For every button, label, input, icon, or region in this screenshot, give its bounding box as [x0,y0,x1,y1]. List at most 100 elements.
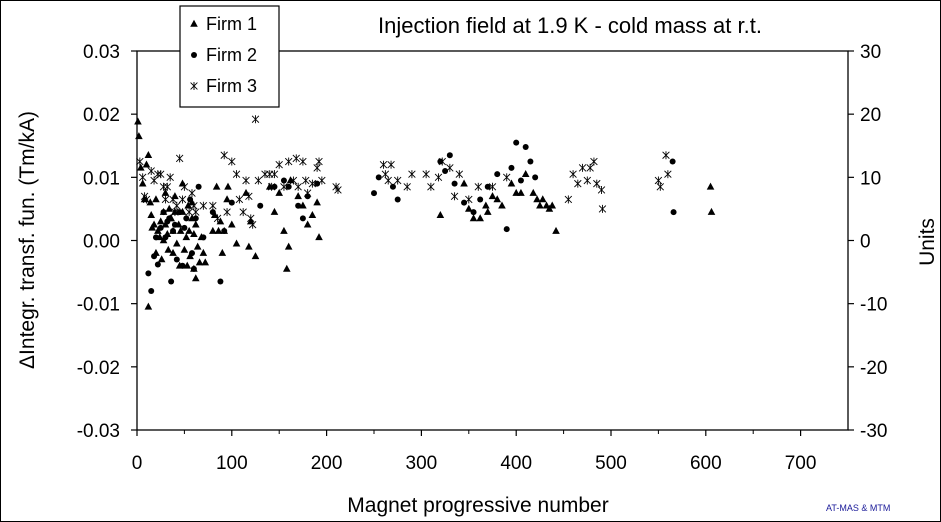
firm-3-point [503,173,511,182]
y-tick-labels: -0.03 -0.02 -0.01 0.00 0.01 0.02 0.03 [77,42,120,442]
firm-3-point [192,208,200,217]
firm-3-point [318,176,326,185]
firm-1-point [282,264,291,272]
legend-firm-1-marker [190,19,198,27]
firm-3-point [308,179,317,188]
firm-3-point [427,182,435,191]
firm-2-point [187,196,194,203]
legend-firm-2-marker [191,52,197,58]
firm-3-point [239,208,247,217]
firm-1-point [161,220,170,228]
firm-1-point [228,220,236,228]
firm-1-point [299,201,307,209]
firm-3-point [169,195,177,204]
firm-1-point [436,211,445,219]
firm-2-point [160,209,167,216]
firm-3-point [474,182,482,191]
firm-1-point [144,151,153,159]
firm-2-point [285,183,292,190]
y2-tick-label: -10 [860,295,887,316]
firm-2-point [503,226,510,233]
x-tick-label: 600 [690,453,722,474]
firm-2-point [209,209,216,216]
firm-1-point [284,242,293,250]
firm-1-point [476,214,484,222]
firm-1-point [275,188,283,196]
axes [131,50,854,436]
firm-3-point [138,173,147,182]
firm-3-point [334,185,342,194]
firm-1-point [536,201,544,209]
firm-1-point [707,207,716,215]
firm-2-point [176,209,183,216]
firm-1-point [482,201,490,209]
firm-1-point [223,195,231,203]
firm-2-point [166,215,173,222]
firm-3-point [315,157,323,166]
firm-3-point [578,163,587,172]
firm-1-point [552,226,560,234]
firm-2-point [522,144,529,151]
firm-3-point [586,163,594,172]
firm-1-point [548,201,557,209]
firm-1-point [195,258,204,266]
firm-2-point [299,215,306,222]
firm-1-point [533,195,541,203]
firm-1-point [270,207,279,215]
firm-2-point [181,224,188,231]
firm-3-point [384,176,392,185]
firm-1-point [191,274,200,282]
firm-3-point [267,182,276,191]
firm-3-point [178,195,187,204]
firm-2-point [451,180,458,187]
x-tick-label: 700 [785,453,817,474]
firm-1-point [134,117,142,125]
firm-1-point [251,252,260,260]
firm-3-point [597,185,606,194]
x-tick-label: 200 [311,453,343,474]
firm-1-point [182,233,191,241]
firm-1-point [488,192,497,200]
firm-2-point [190,265,197,272]
firm-1-point [538,195,547,203]
firm-2-point [200,234,207,241]
x-tick-labels: 0 100 200 300 400 500 600 700 [132,453,817,474]
firm-2-point [532,174,539,181]
firm-3-point [292,154,300,163]
firm-3-point [403,182,411,191]
firm-3-point [284,157,293,166]
y2-tick-label: 20 [860,105,881,126]
firm-3-point [245,192,253,201]
firm-3-point [408,170,416,179]
firm-3-point [387,160,395,169]
firm-3-point [188,189,196,198]
firm-1-point [190,229,198,237]
x-tick-label: 400 [500,453,532,474]
firm-3-point [166,173,174,182]
firm-1-point [469,214,478,222]
firm-2-point [157,224,164,231]
firm-2-point [179,262,186,269]
firm-2-point [461,199,468,206]
firm-2-point [168,278,175,285]
firm-3-point [180,182,189,191]
firm-3-point [583,176,592,185]
firm-1-point [156,217,165,225]
x-axis-label: Magnet progressive number [347,494,608,517]
y2-axis-label: Units [916,218,939,266]
firm-3-point [465,195,473,204]
firm-3-point [171,208,179,217]
firm-1-point [183,261,192,269]
firm-1-point [224,182,232,190]
firm-3-point [299,157,307,166]
firm-1-point [214,226,223,234]
firm-1-point [232,239,241,247]
firm-3-point [569,170,577,179]
firm-2-point [151,253,158,260]
firm-1-point [142,160,151,168]
firm-2-point [217,278,224,285]
firm-2-point [508,164,515,171]
firm-2-point [442,168,449,175]
firm-1-point [136,163,145,171]
